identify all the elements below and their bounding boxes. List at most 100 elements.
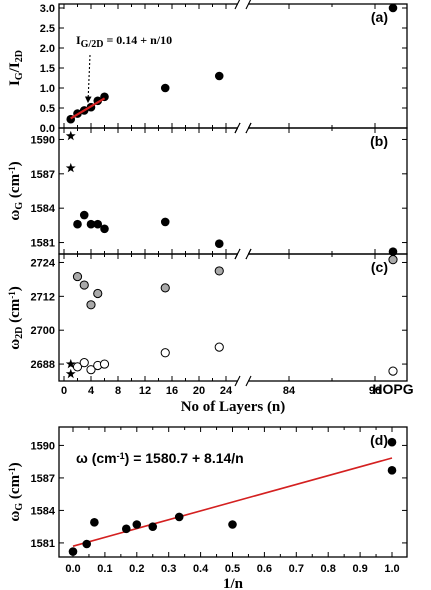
x-tick-label: 84 [283, 385, 296, 397]
data-point [387, 437, 397, 447]
data-point [65, 162, 76, 173]
axis-break-gap [238, 124, 248, 132]
data-point [132, 520, 142, 529]
y-tick-label: 1587 [31, 169, 55, 181]
y-tick-label: 2.0 [40, 43, 55, 55]
data-point [73, 219, 82, 229]
x-tick-label: 0.1 [97, 563, 112, 575]
x-tick-label: HOPG [372, 381, 413, 397]
x-tick-label: 16 [166, 385, 178, 397]
data-point [160, 283, 170, 293]
x-tick-label: 4 [88, 385, 95, 397]
data-point [174, 512, 184, 522]
y-tick-label: 2688 [31, 359, 55, 371]
data-point [86, 219, 96, 229]
annotation: IG/2D = 0.14 + n/10 [76, 33, 172, 50]
data-point [148, 522, 158, 531]
y-tick-label: 1587 [31, 473, 55, 485]
data-point [228, 520, 237, 529]
x-tick-label: 0 [61, 385, 67, 397]
chart-text: 0.0 0.5 1.0 1.5 2.0 2.5 3.0 (a) 1581 1584 1587 1590… [7, 3, 414, 590]
fit-line [70, 97, 106, 120]
data-point [99, 359, 110, 369]
data-point [72, 271, 83, 282]
x-tick-label: 1.0 [384, 563, 399, 575]
y-tick-label: 1590 [31, 440, 55, 452]
x-tick-label: 0.4 [193, 563, 209, 575]
y-tick-label: 1.0 [40, 83, 55, 95]
x-tick-label: 20 [193, 385, 205, 397]
data-point [79, 210, 89, 220]
panel-frame [58, 127, 408, 255]
axis-break-mark [234, 0, 241, 10]
y-tick-label: 3.0 [40, 3, 55, 15]
data-point [72, 362, 83, 372]
axis-break-mark [245, 248, 252, 260]
axis-break-mark [245, 0, 252, 10]
y-axis-label: ωG (cm-1) [7, 462, 25, 521]
annotation: ω (cm-1) = 1580.7 + 8.14/n [76, 450, 244, 466]
data-point [121, 524, 131, 534]
fit-line [72, 457, 393, 547]
y-axis-label: ω2D (cm-1) [7, 286, 25, 350]
data-point [214, 266, 224, 276]
panel-label: (d) [370, 432, 388, 448]
axis-break-mark [234, 375, 241, 387]
panel-frame [58, 3, 408, 129]
panel-label: (b) [370, 133, 388, 149]
data-point [79, 280, 89, 290]
data-point [160, 83, 170, 93]
data-point [388, 255, 398, 265]
panel-label: (a) [371, 9, 388, 25]
x-axis-label: No of Layers (n) [181, 399, 286, 415]
axis-break-mark [245, 122, 252, 134]
data-point [93, 288, 103, 299]
y-axis-label: ωG (cm-1) [7, 161, 25, 220]
x-tick-label: 96 [369, 385, 381, 397]
data-point [65, 358, 76, 369]
x-tick-label: 0.2 [129, 563, 144, 575]
x-tick-label: 0.9 [352, 563, 367, 575]
data-point [65, 130, 76, 141]
y-tick-label: 2700 [31, 325, 55, 337]
x-tick-label: 0.0 [65, 563, 80, 575]
panel-frame [58, 253, 408, 382]
data-point [93, 219, 103, 229]
data-point [214, 71, 224, 81]
data-point [160, 217, 170, 227]
x-tick-label: 0.5 [225, 563, 240, 575]
data-point [82, 539, 92, 549]
axis-break-mark [234, 248, 241, 260]
y-tick-label: 1584 [31, 505, 56, 517]
data-point [100, 224, 109, 234]
y-tick-label: 1581 [31, 538, 55, 550]
data-point [90, 518, 99, 527]
x-tick-label: 0.8 [321, 563, 336, 575]
y-tick-label: 1590 [31, 134, 55, 146]
axis-break-mark [234, 122, 241, 134]
data-point [387, 466, 397, 475]
axis-break-mark [245, 375, 252, 387]
data-point [214, 342, 224, 352]
data-point [388, 3, 398, 13]
panel-label: (c) [371, 259, 388, 275]
data-point [388, 366, 398, 376]
x-tick-label: 8 [115, 385, 121, 397]
x-axis-label: 1/n [223, 576, 244, 590]
panel-frame [58, 426, 408, 558]
y-tick-label: 2712 [31, 291, 55, 303]
y-tick-label: 2724 [31, 257, 56, 269]
x-tick-label: 24 [220, 385, 233, 397]
axis-break-gap [238, 0, 248, 8]
x-tick-label: 0.6 [257, 563, 272, 575]
x-tick-label: 0.3 [161, 563, 176, 575]
y-tick-label: 1.5 [40, 63, 55, 75]
data-point [86, 365, 96, 375]
y-tick-label: 1581 [31, 238, 55, 250]
data-point [68, 547, 78, 556]
data-point [79, 358, 89, 368]
y-tick-label: 2.5 [40, 23, 55, 35]
data-point [160, 348, 170, 358]
y-tick-label: 1584 [31, 203, 56, 215]
